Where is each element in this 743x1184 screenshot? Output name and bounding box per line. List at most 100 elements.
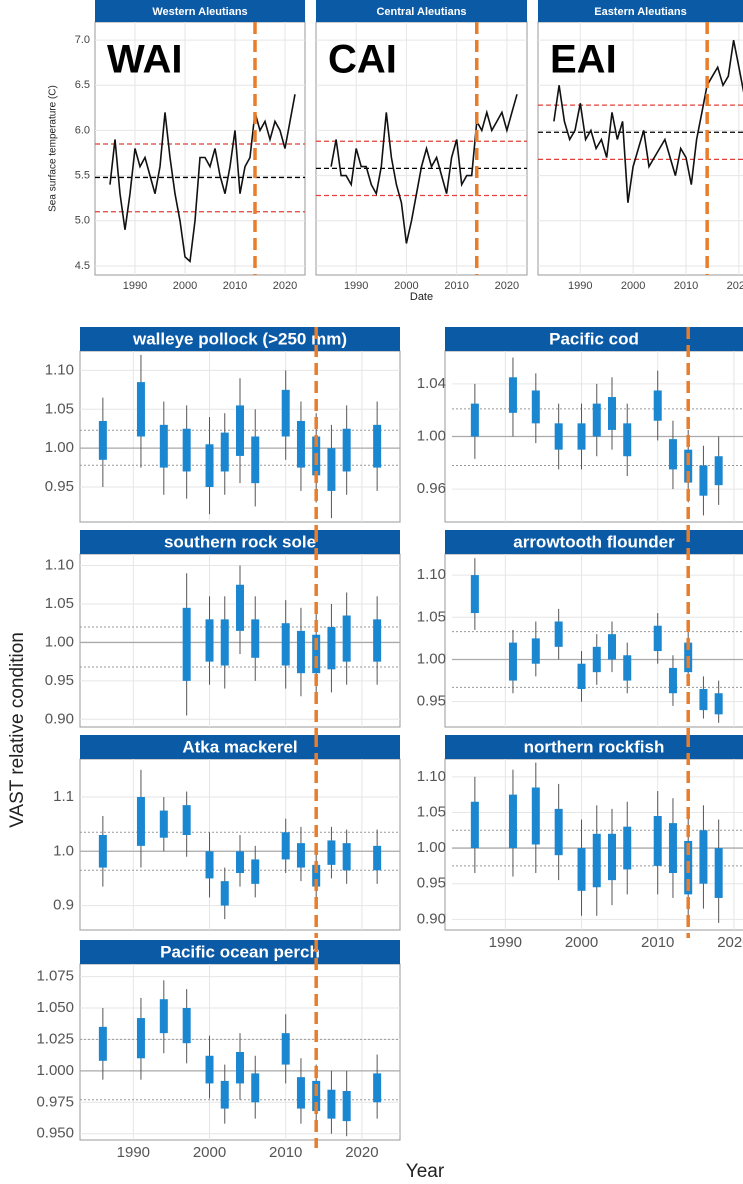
x-tick-label: 2020 [273,280,297,292]
y-tick-label: 1.00 [45,439,74,456]
y-tick-label: 0.9 [53,897,74,914]
box [205,619,214,662]
box [554,808,563,856]
x-tick-label: 2020 [717,934,743,951]
box [342,615,351,662]
box [592,403,601,437]
y-tick-label: 0.96 [417,480,446,497]
box [205,1055,214,1084]
box [312,634,321,674]
box [205,851,214,879]
y-tick-label: 1.1 [53,788,74,805]
box [98,835,107,868]
box [327,840,336,865]
box [182,428,191,472]
x-tick-label: 1990 [117,1144,150,1161]
x-tick-label: 2010 [641,934,674,951]
box [342,1090,351,1122]
y-tick-label: 5.5 [75,170,90,182]
x-tick-label: 2000 [193,1144,226,1161]
panel-header [80,735,400,759]
y-tick-label: 1.00 [417,839,446,856]
y-tick-label: 0.975 [36,1093,74,1110]
panel [315,21,528,276]
x-tick-label: 1990 [344,280,368,292]
box [653,816,662,866]
box [159,424,168,468]
y-tick-label: 1.04 [417,375,446,392]
box [608,833,616,881]
box [342,843,351,871]
y-tick-label: 0.950 [36,1125,74,1142]
y-tick-label: 1.00 [45,633,74,650]
y-tick-label: 1.05 [417,608,446,625]
y-tick-label: 0.90 [417,910,446,927]
box [508,642,517,681]
box [623,423,632,457]
box [373,619,382,662]
panel [94,21,306,276]
box [577,848,586,891]
box [251,619,260,658]
panel-header [445,327,743,351]
y-tick-label: 0.90 [45,710,74,727]
x-tick-label: 2010 [223,280,247,292]
box [136,797,145,846]
box [577,663,586,690]
box [327,1089,336,1119]
box [236,584,244,631]
y-tick-label: 1.0 [53,842,74,859]
box [608,634,616,660]
box [296,420,305,468]
box [577,423,586,450]
panel-title: Atka mackerel [182,737,297,756]
y-axis-label: Sea surface temperature (C) [48,85,59,212]
box [653,390,662,421]
box [470,575,479,614]
box [281,832,290,860]
box [714,848,723,898]
y-tick-label: 0.95 [45,478,74,495]
x-tick-label: 2010 [674,280,698,292]
panel-header [80,940,400,964]
panel-title: walleye pollock (>250 mm) [132,329,347,348]
box [236,851,244,873]
box [220,881,229,906]
sst-line [553,39,743,203]
y-tick-label: 1.05 [45,400,74,417]
box [531,638,540,664]
box [623,826,632,870]
box [136,1018,145,1059]
region-label: WAI [107,38,183,82]
panel-title: Eastern Aleutians [594,6,687,18]
box [668,823,677,873]
y-tick-label: 1.075 [36,968,74,985]
x-tick-label: 2020 [345,1144,378,1161]
box [327,448,336,491]
box [159,999,168,1034]
box [668,667,677,694]
box [373,424,382,468]
panel-title: northern rockfish [524,737,665,756]
box [373,845,382,871]
box [373,1073,382,1103]
panel-title: arrowtooth flounder [513,532,675,551]
x-tick-label: 2000 [394,280,418,292]
y-tick-label: 1.10 [45,557,74,574]
box [251,859,260,884]
y-tick-label: 1.05 [45,595,74,612]
y-tick-label: 7.0 [75,34,90,46]
figure-y-label: VAST relative condition [7,632,28,828]
y-tick-label: 6.5 [75,79,90,91]
x-tick-label: 2020 [495,280,519,292]
x-tick-label: 2000 [621,280,645,292]
y-tick-label: 4.5 [75,260,90,272]
y-tick-label: 1.000 [36,1062,74,1079]
box [554,621,563,647]
panel-title: Western Aleutians [152,6,247,18]
y-tick-label: 1.10 [45,361,74,378]
y-tick-label: 0.95 [417,693,446,710]
box [296,843,305,868]
sst-line [330,94,518,244]
